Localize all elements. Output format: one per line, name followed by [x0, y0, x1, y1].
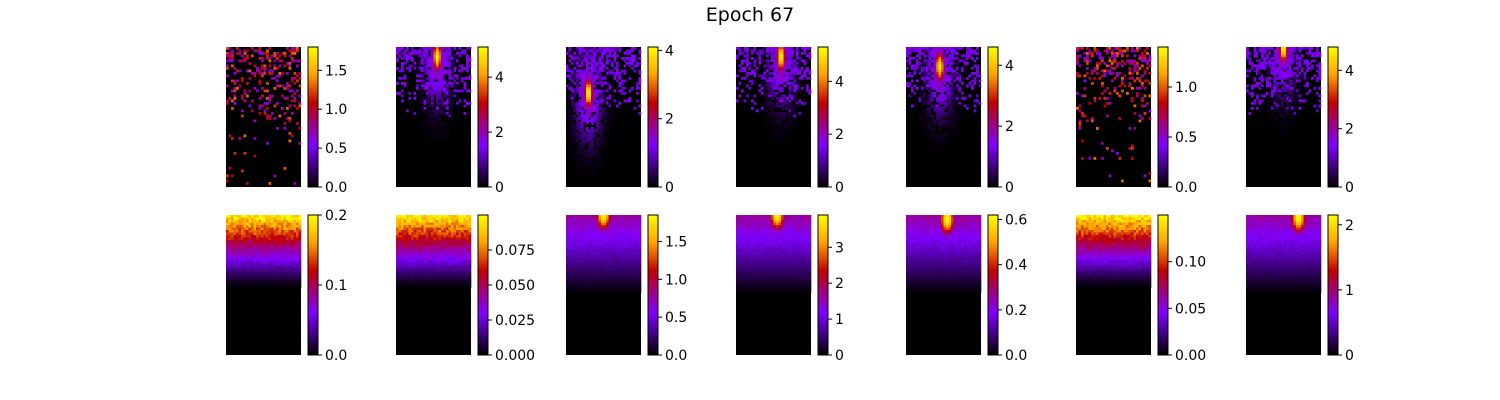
colorbar-tick-label: 0 [1345, 348, 1354, 364]
colorbar-tick-label: 0.5 [1175, 130, 1197, 146]
colorbar-tick-label: 2 [495, 125, 504, 141]
colorbar: 0 2 4 [477, 46, 504, 196]
colorbar: 0 1 2 3 [817, 214, 844, 364]
colorbar-tick-label: 0.0 [325, 180, 347, 196]
heatmap-image [396, 215, 472, 355]
heatmap-image [906, 215, 982, 355]
colorbar: 0 2 4 [647, 43, 674, 196]
colorbar: 0.0 0.5 1.0 1.5 [307, 46, 347, 196]
colorbar-tick-label: 0.0 [325, 348, 347, 364]
heatmap-panel-r2c1: 0.0 0.1 0.2 [226, 208, 347, 364]
colorbar-tick-label: 0.0 [1175, 180, 1197, 196]
colorbar: 0.000 0.025 0.050 0.075 [477, 214, 535, 364]
heatmap-image [1246, 215, 1322, 355]
colorbar: 0 2 4 [817, 46, 844, 196]
colorbar-tick-label: 2 [835, 127, 844, 143]
heatmap-panel-r1c1: 0.0 0.5 1.0 1.5 [226, 46, 347, 196]
colorbar-tick-label: 0 [1005, 180, 1014, 196]
colorbar: 0 2 4 [987, 46, 1014, 196]
heatmap-panel-r2c6: 0.00 0.05 0.10 [1076, 214, 1206, 364]
heatmap-panel-r1c3: 0 2 4 [566, 43, 674, 196]
colorbar-tick-label: 1.0 [1175, 80, 1197, 96]
colorbar-tick-label: 2 [1345, 122, 1354, 138]
colorbar-tick-label: 0.10 [1175, 255, 1206, 271]
colorbar: 0.0 0.2 0.4 0.6 [987, 213, 1027, 364]
heatmap-panel-r1c6: 0.0 0.5 1.0 [1076, 46, 1197, 196]
colorbar-tick-label: 0 [495, 180, 504, 196]
heatmap-panel-r2c3: 0.0 0.5 1.0 1.5 [566, 214, 687, 364]
heatmap-image [226, 215, 302, 355]
colorbar-tick-label: 0.5 [665, 310, 687, 326]
colorbar-tick-label: 4 [835, 74, 844, 90]
colorbar-tick-label: 0.2 [1005, 303, 1027, 319]
colorbar-tick-label: 2 [665, 112, 674, 128]
colorbar-tick-label: 2 [1345, 218, 1354, 234]
colorbar-tick-label: 0.0 [665, 348, 687, 364]
colorbar-tick-label: 0 [835, 180, 844, 196]
colorbar-tick-label: 0 [1345, 180, 1354, 196]
heatmap-image [1076, 215, 1152, 355]
heatmap-image [736, 47, 812, 187]
heatmap-image [736, 215, 812, 355]
heatmap-panel-r2c4: 0 1 2 3 [736, 214, 844, 364]
heatmap-image [1246, 47, 1322, 187]
colorbar: 0.00 0.05 0.10 [1157, 214, 1206, 364]
colorbar-tick-label: 4 [1345, 63, 1354, 79]
colorbar-tick-label: 1.5 [665, 234, 687, 250]
heatmap-panel-r1c7: 0 2 4 [1246, 46, 1354, 196]
colorbar-tick-label: 4 [1005, 58, 1014, 74]
colorbar-tick-label: 3 [835, 240, 844, 256]
heatmap-panel-r1c4: 0 2 4 [736, 46, 844, 196]
colorbar-tick-label: 0 [835, 348, 844, 364]
colorbar-tick-label: 1 [835, 312, 844, 328]
colorbar-tick-label: 0.025 [495, 313, 535, 329]
colorbar-tick-label: 4 [665, 43, 674, 59]
heatmap-image [1076, 47, 1152, 187]
colorbar-tick-label: 0.050 [495, 278, 535, 294]
colorbar-tick-label: 0.2 [325, 208, 347, 224]
colorbar-tick-label: 0.4 [1005, 258, 1027, 274]
heatmap-panel-r1c2: 0 2 4 [396, 46, 504, 196]
colorbar: 0.0 0.5 1.0 1.5 [647, 214, 687, 364]
colorbar: 0.0 0.5 1.0 [1157, 46, 1197, 196]
colorbar-tick-label: 0.6 [1005, 213, 1027, 229]
colorbar-tick-label: 2 [835, 276, 844, 292]
colorbar-tick-label: 1.0 [665, 272, 687, 288]
colorbar-tick-label: 2 [1005, 119, 1014, 135]
colorbar-tick-label: 0.0 [1005, 348, 1027, 364]
figure-title: Epoch 67 [705, 4, 795, 26]
colorbar-tick-label: 0.05 [1175, 301, 1206, 317]
colorbar-tick-label: 1.5 [325, 63, 347, 79]
colorbar-tick-label: 0 [665, 180, 674, 196]
colorbar-tick-label: 0.5 [325, 141, 347, 157]
colorbar-tick-label: 1 [1345, 283, 1354, 299]
colorbar-tick-label: 0.00 [1175, 348, 1206, 364]
colorbar: 0 1 2 [1327, 214, 1354, 364]
colorbar: 0 2 4 [1327, 46, 1354, 196]
heatmap-image [396, 47, 472, 187]
colorbar-tick-label: 0.1 [325, 278, 347, 294]
heatmap-panel-r2c5: 0.0 0.2 0.4 0.6 [906, 213, 1027, 364]
heatmap-panel-r1c5: 0 2 4 [906, 46, 1014, 196]
colorbar-tick-label: 0.075 [495, 243, 535, 259]
heatmap-image [566, 47, 642, 187]
heatmap-panel-r2c2: 0.000 0.025 0.050 0.075 [396, 214, 535, 364]
colorbar: 0.0 0.1 0.2 [307, 208, 347, 364]
colorbar-tick-label: 1.0 [325, 102, 347, 118]
heatmap-image [226, 47, 302, 187]
heatmap-image [906, 47, 982, 187]
heatmap-image [566, 215, 642, 355]
heatmap-panel-r2c7: 0 1 2 [1246, 214, 1354, 364]
colorbar-tick-label: 4 [495, 70, 504, 86]
colorbar-tick-label: 0.000 [495, 348, 535, 364]
